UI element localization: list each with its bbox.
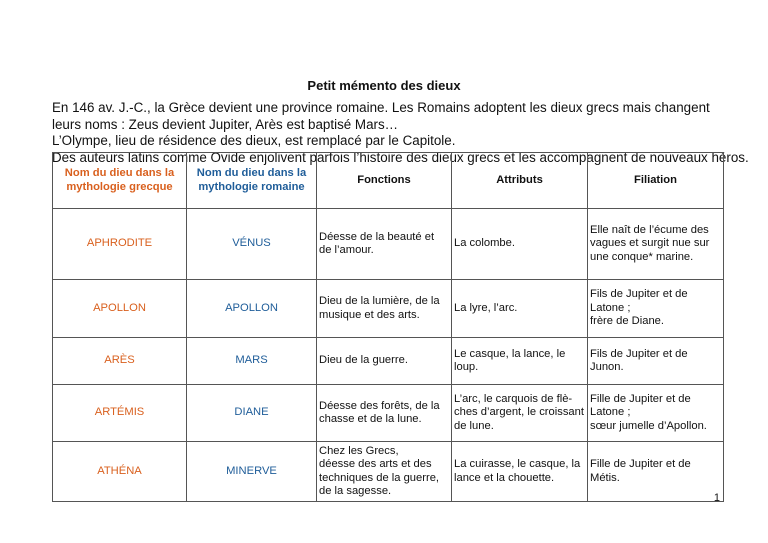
header-filiation: Filiation: [587, 152, 724, 209]
cell-functions: Déesse des forêts, de la chasse et de la…: [316, 384, 452, 442]
table-row: APHRODITE VÉNUS Déesse de la beauté et de …: [52, 208, 724, 280]
cell-roman-name: DIANE: [186, 384, 317, 442]
table-row: ATHÉNA MINERVE Chez les Grecs, déesse des …: [52, 441, 724, 502]
intro-line: L’Olympe, lieu de résidence des dieux, e…: [52, 133, 456, 148]
cell-functions: Dieu de la lumière, de la musique et des…: [316, 279, 452, 338]
header-roman-name: Nom du dieu dans la mythologie romaine: [186, 152, 317, 209]
table-header-row: Nom du dieu dans la mythologie grecque N…: [52, 152, 724, 209]
header-functions: Fonctions: [316, 152, 452, 209]
cell-attributes: La lyre, l’arc.: [451, 279, 588, 338]
cell-attributes: La colombe.: [451, 208, 588, 280]
intro-line: En 146 av. J.-C., la Grèce devient une p…: [52, 100, 710, 115]
cell-greek-name: ARTÉMIS: [52, 384, 187, 442]
intro-line: leurs noms : Zeus devient Jupiter, Arès …: [52, 116, 399, 132]
table-row: ARÈS MARS Dieu de la guerre. Le casque, la …: [52, 337, 724, 385]
cell-roman-name: APOLLON: [186, 279, 317, 338]
table-row: ARTÉMIS DIANE Déesse des forêts, de la cha…: [52, 384, 724, 442]
table-row: APOLLON APOLLON Dieu de la lumière, de la …: [52, 279, 724, 338]
cell-filiation: Fils de Jupiter et de Latone ; frère de …: [587, 279, 724, 338]
cell-greek-name: APHRODITE: [52, 208, 187, 280]
header-attributes: Attributs: [451, 152, 588, 209]
cell-roman-name: VÉNUS: [186, 208, 317, 280]
cell-functions: Déesse de la beauté et de l’amour.: [316, 208, 452, 280]
cell-functions: Dieu de la guerre.: [316, 337, 452, 385]
page-number: 1: [713, 492, 720, 504]
cell-filiation: Fille de Jupiter et de Métis.: [587, 441, 724, 502]
gods-table: Nom du dieu dans la mythologie grecque N…: [52, 152, 724, 502]
cell-filiation: Fille de Jupiter et de Latone ; sœur jum…: [587, 384, 724, 442]
page-title: Petit mémento des dieux: [307, 78, 461, 93]
header-greek-name: Nom du dieu dans la mythologie grecque: [52, 152, 187, 209]
cell-attributes: Le casque, la lance, le loup.: [451, 337, 588, 385]
cell-greek-name: ATHÉNA: [52, 441, 187, 502]
cell-attributes: L’arc, le carquois de flè-ches d’argent,…: [451, 384, 588, 442]
cell-filiation: Elle naît de l’écume des vagues et surgi…: [587, 208, 724, 280]
cell-functions: Chez les Grecs, déesse des arts et des t…: [316, 441, 452, 502]
cell-greek-name: APOLLON: [52, 279, 187, 338]
cell-attributes: La cuirasse, le casque, la lance et la c…: [451, 441, 588, 502]
cell-roman-name: MINERVE: [186, 441, 317, 502]
cell-filiation: Fils de Jupiter et de Junon.: [587, 337, 724, 385]
cell-roman-name: MARS: [186, 337, 317, 385]
cell-greek-name: ARÈS: [52, 337, 187, 385]
